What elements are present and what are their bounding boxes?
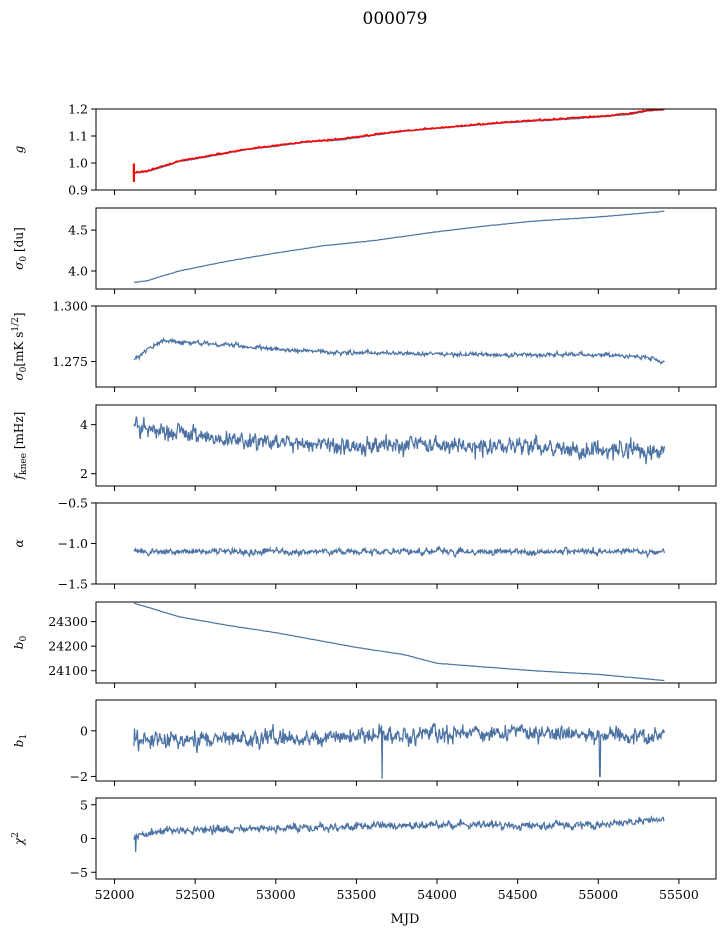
- y-tick-label: 24100: [48, 663, 88, 678]
- panel-3: 1.275 1.300 σ0[mK s1/2]: [11, 299, 717, 392]
- y-tick-label: 1.1: [68, 129, 88, 144]
- x-tick-label: 52500: [175, 887, 215, 902]
- y-tick-label: 5: [80, 797, 88, 812]
- x-axis-label: MJD: [391, 912, 420, 927]
- y-tick-label: 4: [80, 417, 88, 432]
- y-axis-label: fknee [mHz]: [12, 412, 29, 481]
- series-line-2-1: [133, 210, 665, 283]
- y-axis-label: b1: [12, 734, 29, 747]
- y-axis-label: α: [12, 539, 26, 547]
- axes-frame: [95, 601, 717, 684]
- y-axis-label: g: [12, 145, 26, 153]
- y-tick-label: 0.9: [68, 183, 88, 198]
- y-tick-label: 1.275: [52, 354, 88, 369]
- y-axis-label: σ0 [du]: [12, 227, 29, 270]
- y-axis-label: χ2: [11, 832, 26, 846]
- series-line-8-1: [133, 814, 665, 853]
- x-tick-label: 53500: [337, 887, 377, 902]
- x-tick-label: 54000: [417, 887, 457, 902]
- series-line-3-1: [133, 336, 665, 365]
- panel-2: 4.0 4.5 σ0 [du]: [12, 207, 717, 294]
- panel-6: 24100 24200 24300 b0: [12, 601, 717, 688]
- x-tick-label: 52000: [95, 887, 135, 902]
- y-tick-label: 1.0: [68, 156, 88, 171]
- y-tick-label: 24200: [48, 639, 88, 654]
- series-line-7-1: [133, 722, 665, 779]
- y-tick-label: 1.2: [68, 102, 88, 117]
- axes-frame: [95, 404, 717, 487]
- y-tick-label: 4.0: [68, 264, 88, 279]
- y-axis-label: σ0[mK s1/2]: [11, 312, 29, 380]
- axes-frame: [95, 108, 717, 191]
- panels: 0.9 1.0 1.1 1.2 g 4.0 4.5 σ0 [du] 1.275 1.300 σ0[m…: [11, 102, 717, 902]
- panel-5: −1.5 −1.0 −0.5 α: [12, 496, 717, 592]
- y-tick-label: 24300: [48, 614, 88, 629]
- y-tick-label: −1.5: [58, 577, 88, 592]
- series-line-1-2: [133, 109, 665, 174]
- x-tick-label: 53000: [256, 887, 296, 902]
- y-tick-label: −2: [70, 769, 88, 784]
- x-tick-label: 55500: [659, 887, 699, 902]
- y-tick-label: 2: [80, 466, 88, 481]
- y-tick-label: 1.300: [52, 299, 88, 314]
- y-tick-label: 4.5: [68, 223, 88, 238]
- figure-title: 000079: [363, 9, 428, 29]
- y-tick-label: −0.5: [58, 496, 88, 511]
- y-tick-label: 0: [80, 831, 88, 846]
- y-tick-label: 0: [80, 723, 88, 738]
- axes-frame: [95, 699, 717, 782]
- series-line-4-1: [133, 415, 665, 465]
- x-tick-label: 55000: [578, 887, 618, 902]
- axes-frame: [95, 305, 717, 388]
- panel-1: 0.9 1.0 1.1 1.2 g: [12, 102, 717, 198]
- series-line-5-1: [133, 545, 665, 559]
- y-tick-label: −5: [70, 865, 88, 880]
- y-axis-label: b0: [12, 636, 29, 650]
- panel-8: −5 0 5 52000 52500 53000 53500 54000 54500 55000 5…: [11, 797, 717, 902]
- axes-frame: [95, 207, 717, 290]
- y-tick-label: −1.0: [58, 536, 88, 551]
- panel-4: 2 4 fknee [mHz]: [12, 404, 717, 491]
- panel-7: −2 0 b1: [12, 699, 717, 786]
- x-tick-label: 54500: [498, 887, 538, 902]
- series-line-6-1: [133, 602, 665, 682]
